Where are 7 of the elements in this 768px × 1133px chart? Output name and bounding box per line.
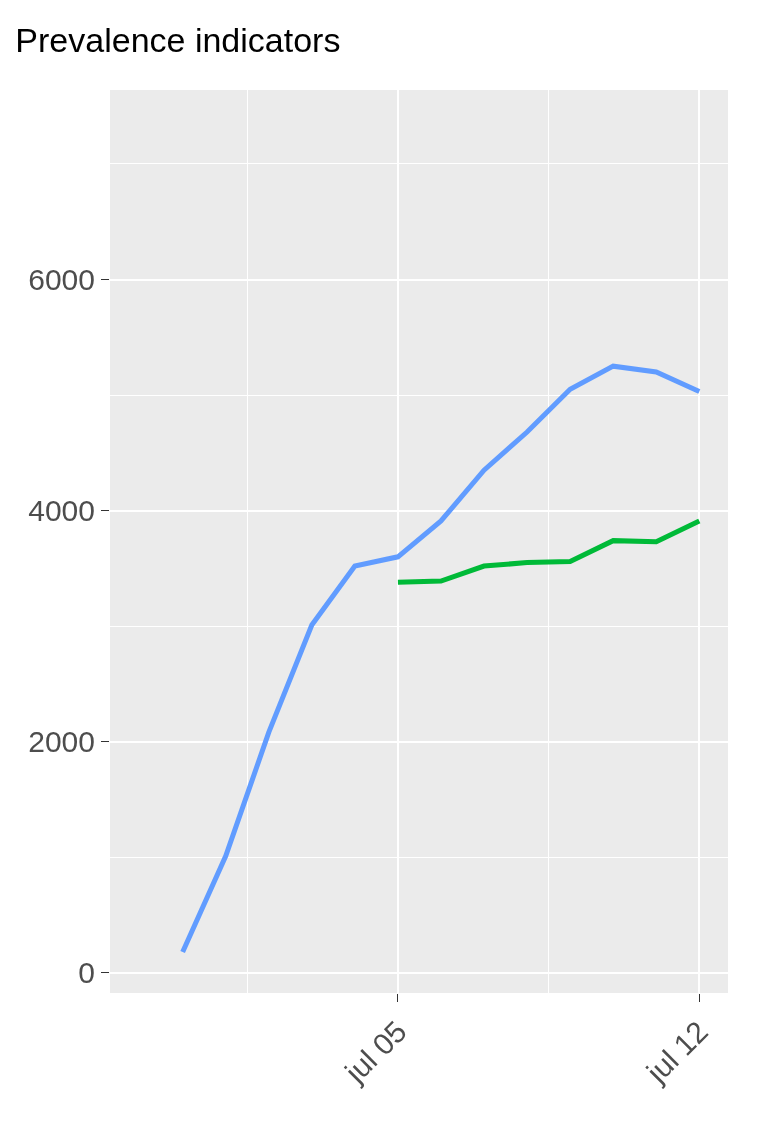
y-tick-label: 0 [78,956,95,990]
y-tick-label: 2000 [28,725,95,759]
chart-title: Prevalence indicators [15,21,341,60]
x-tick-label: jul 05 [338,1014,413,1090]
y-tick-label: 4000 [28,494,95,528]
x-tick-label: jul 12 [639,1014,715,1090]
y-tick-label: 6000 [28,263,95,296]
